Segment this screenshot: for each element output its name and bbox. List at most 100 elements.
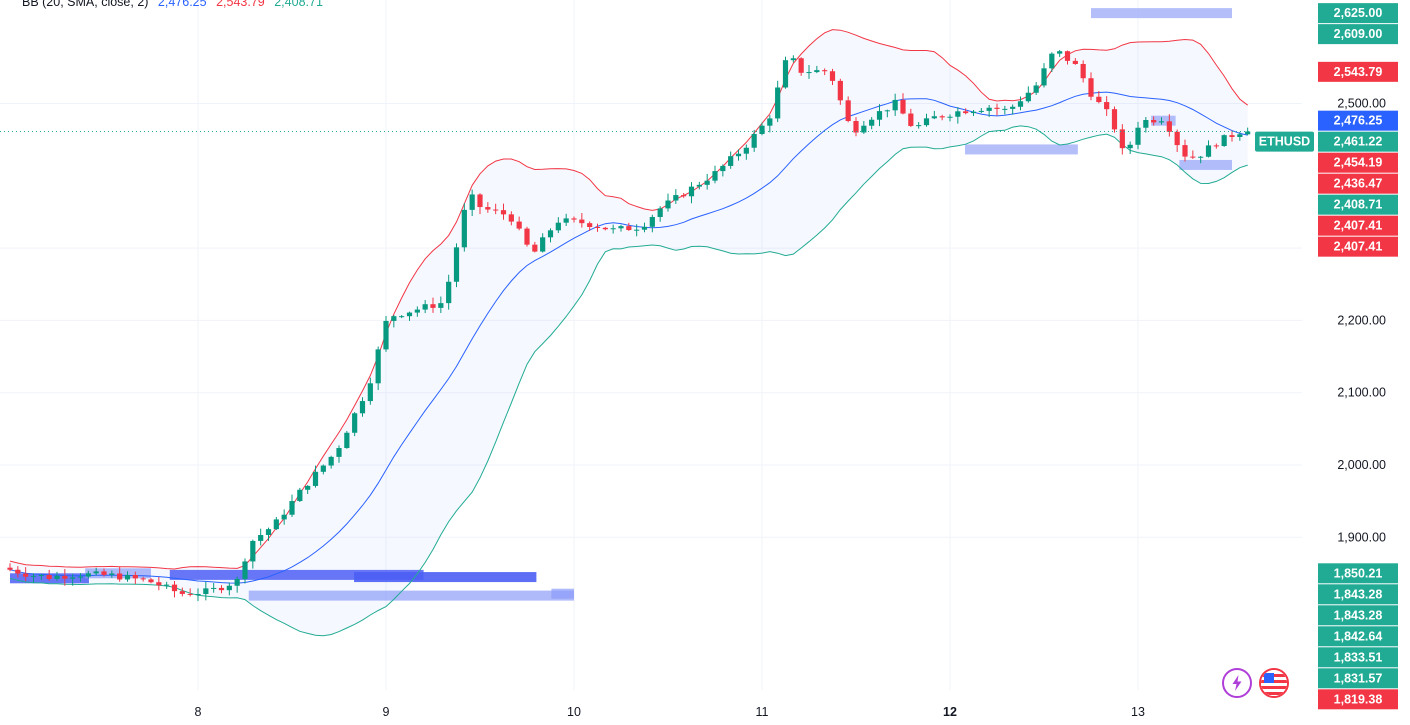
candle-body <box>1229 135 1235 137</box>
bb-lower-value: 2,408.71 <box>274 0 323 9</box>
candle-130 <box>1025 86 1031 103</box>
candle-118 <box>931 110 937 120</box>
candle-93 <box>735 149 742 161</box>
candle-124 <box>978 108 984 114</box>
price-tag-2: 2,543.79 <box>1318 61 1398 82</box>
candle-146 <box>1151 116 1157 126</box>
candle-body <box>211 587 217 589</box>
price-tag-bg <box>1318 584 1398 605</box>
price-tag-bg <box>1318 563 1398 584</box>
candle-body <box>673 195 679 201</box>
candle-body <box>1151 119 1157 123</box>
candle-body <box>688 186 695 197</box>
price-tag-label: 2,461.22 <box>1334 135 1383 149</box>
candle-body <box>23 573 29 577</box>
candle-body <box>77 576 84 578</box>
candle-5 <box>46 569 52 581</box>
zone-8 <box>1151 115 1176 126</box>
candle-body <box>751 133 757 148</box>
candle-76 <box>602 226 608 231</box>
candle-body <box>117 573 123 580</box>
candle-120 <box>947 114 953 122</box>
candle-body <box>156 582 162 586</box>
candle-body <box>140 578 146 580</box>
price-tag-bg <box>1318 110 1398 131</box>
price-tag-14: 1,833.51 <box>1318 647 1398 668</box>
price-tag-16: 1,819.38 <box>1318 689 1398 710</box>
bb-band-fill <box>10 29 1248 636</box>
candle-80 <box>634 224 640 237</box>
candle-body <box>955 111 961 117</box>
candle-49 <box>391 314 397 328</box>
candle-54 <box>430 297 436 313</box>
candle-body <box>916 125 922 127</box>
candle-body <box>406 312 413 317</box>
candle-body <box>845 100 851 122</box>
price-tag-bg <box>1318 689 1398 710</box>
candle-body <box>203 588 209 595</box>
candle-79 <box>626 222 632 231</box>
candle-body <box>814 70 820 73</box>
candle-9 <box>77 573 84 582</box>
candle-body <box>171 584 178 592</box>
candle-78 <box>618 224 624 232</box>
candle-90 <box>712 165 718 184</box>
candle-body <box>837 80 843 101</box>
candle-94 <box>743 144 749 160</box>
candle-body <box>164 584 170 586</box>
candle-body <box>1127 144 1133 149</box>
candle-body <box>477 194 483 208</box>
candle-139 <box>1096 91 1102 104</box>
candle-body <box>1174 131 1180 146</box>
candle-body <box>532 244 538 252</box>
candle-48 <box>383 316 389 352</box>
candle-152 <box>1198 155 1204 164</box>
candle-body <box>195 594 201 596</box>
x-tick-label-4: 12 <box>943 705 957 719</box>
zone-9 <box>1179 159 1232 170</box>
candle-154 <box>1213 143 1219 149</box>
candle-96 <box>759 122 765 136</box>
candle-140 <box>1104 96 1110 116</box>
candle-26 <box>211 583 217 593</box>
candle-17 <box>140 576 146 582</box>
candle-body <box>1245 131 1251 135</box>
candle-10 <box>85 570 91 579</box>
candle-body <box>587 223 593 228</box>
candle-85 <box>673 189 679 204</box>
price-tag-label: 2,407.41 <box>1334 240 1383 254</box>
candle-body <box>453 247 460 282</box>
candle-22 <box>179 587 185 597</box>
price-tag-bg <box>1318 215 1398 236</box>
candle-19 <box>156 577 162 591</box>
candle-103 <box>814 65 820 74</box>
candle-body <box>359 401 366 414</box>
candle-153 <box>1205 140 1212 158</box>
bb-lower-line <box>9 125 1248 637</box>
candle-108 <box>853 117 859 137</box>
indicator-legend: BB (20, SMA, close, 2) 2,476.25 2,543.79… <box>22 0 329 9</box>
candle-body <box>1143 119 1149 128</box>
candle-body <box>1198 156 1204 158</box>
price-tag-label: 1,842.64 <box>1334 629 1383 643</box>
candle-66 <box>524 226 530 247</box>
candle-body <box>461 209 467 248</box>
price-tag-label: 1,819.38 <box>1334 692 1383 706</box>
candle-50 <box>399 315 405 319</box>
candle-body <box>422 304 428 310</box>
x-tick-label-2: 10 <box>567 705 581 719</box>
us-flag-icon[interactable] <box>1259 668 1289 698</box>
candle-body <box>759 125 765 134</box>
candle-31 <box>250 539 256 569</box>
zone-5 <box>551 588 574 599</box>
candle-body <box>978 110 984 112</box>
candle-39 <box>312 465 319 488</box>
candle-65 <box>516 216 522 231</box>
lightning-icon[interactable] <box>1222 668 1252 698</box>
candle-134 <box>1057 50 1063 57</box>
x-axis[interactable]: 8 9 10 11 12 13 <box>195 705 1145 719</box>
candle-16 <box>132 571 138 585</box>
candle-body <box>258 535 264 541</box>
